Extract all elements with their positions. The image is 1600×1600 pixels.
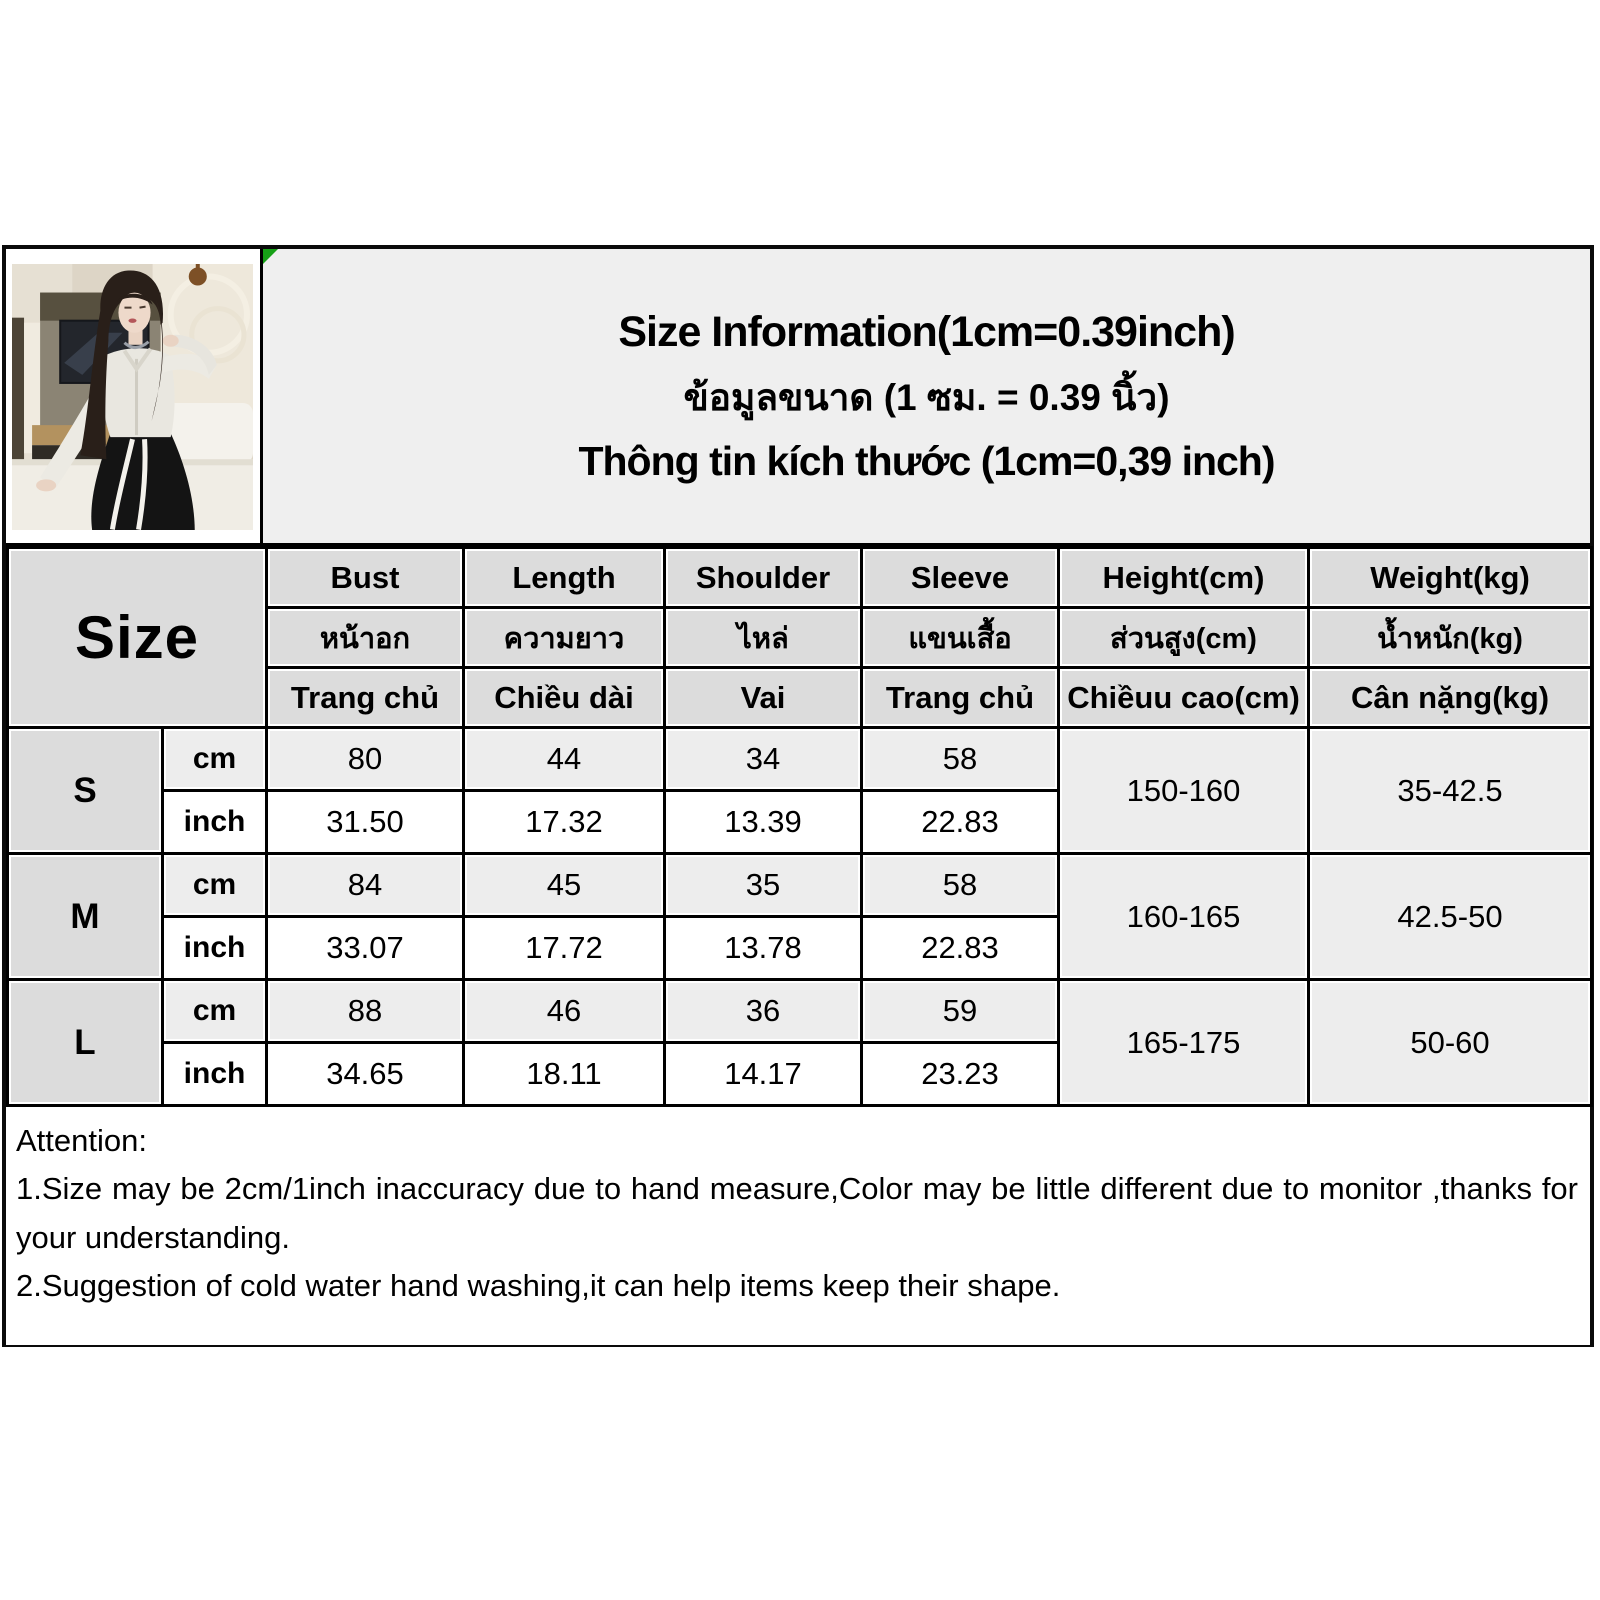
col-height-vi: Chiềuu cao(cm): [1057, 666, 1310, 729]
col-sleeve-en: Sleeve: [860, 546, 1060, 609]
col-sleeve-th: แขนเสื้อ: [860, 606, 1060, 669]
col-sleeve-vi: Trang chủ: [860, 666, 1060, 729]
col-shoulder-en: Shoulder: [663, 546, 863, 609]
col-height-th: ส่วนสูง(cm): [1057, 606, 1310, 669]
cell-m-sleeve-cm: 58: [860, 852, 1060, 918]
cell-m-bust-cm: 84: [265, 852, 465, 918]
excel-corner-marker-icon: [263, 249, 278, 264]
attention-line-1: 1.Size may be 2cm/1inch inaccuracy due t…: [16, 1171, 1578, 1255]
cell-m-length-inch: 17.72: [462, 915, 666, 981]
cell-l-bust-cm: 88: [265, 978, 465, 1044]
cell-l-shoulder-inch: 14.17: [663, 1041, 863, 1107]
cell-l-shoulder-cm: 36: [663, 978, 863, 1044]
title-vi: Thông tin kích thước (1cm=0,39 inch): [578, 437, 1275, 484]
model-figure: [36, 270, 217, 530]
cell-s-sleeve-inch: 22.83: [860, 789, 1060, 855]
title-th: ข้อมูลขนาด (1 ซม. = 0.39 นิ้ว): [683, 376, 1170, 418]
col-weight-vi: Cân nặng(kg): [1307, 666, 1593, 729]
row-label-m: M: [6, 852, 164, 981]
cell-s-sleeve-cm: 58: [860, 726, 1060, 792]
attention-line-2: 2.Suggestion of cold water hand washing,…: [16, 1268, 1061, 1304]
unit-cm: cm: [161, 978, 268, 1044]
attention-heading: Attention:: [16, 1123, 147, 1158]
cell-l-weight: 50-60: [1307, 978, 1593, 1107]
col-weight-en: Weight(kg): [1307, 546, 1593, 609]
cell-m-bust-inch: 33.07: [265, 915, 465, 981]
cell-m-shoulder-cm: 35: [663, 852, 863, 918]
cell-m-weight: 42.5-50: [1307, 852, 1593, 981]
col-bust-en: Bust: [265, 546, 465, 609]
cell-l-sleeve-cm: 59: [860, 978, 1060, 1044]
cell-l-length-cm: 46: [462, 978, 666, 1044]
row-label-l: L: [6, 978, 164, 1107]
title-cell: Size Information(1cm=0.39inch) ข้อมูลขนา…: [263, 249, 1590, 543]
col-bust-th: หน้าอก: [265, 606, 465, 669]
cell-l-length-inch: 18.11: [462, 1041, 666, 1107]
unit-inch: inch: [161, 1041, 268, 1107]
col-length-vi: Chiều dài: [462, 666, 666, 729]
top-band: Size Information(1cm=0.39inch) ข้อมูลขนา…: [6, 249, 1590, 546]
cell-s-length-cm: 44: [462, 726, 666, 792]
cell-m-length-cm: 45: [462, 852, 666, 918]
cell-m-shoulder-inch: 13.78: [663, 915, 863, 981]
col-bust-vi: Trang chủ: [265, 666, 465, 729]
cell-s-weight: 35-42.5: [1307, 726, 1593, 855]
unit-inch: inch: [161, 915, 268, 981]
col-weight-th: น้ำหนัก(kg): [1307, 606, 1593, 669]
cell-s-height: 150-160: [1057, 726, 1310, 855]
cell-l-bust-inch: 34.65: [265, 1041, 465, 1107]
col-height-en: Height(cm): [1057, 546, 1310, 609]
col-length-en: Length: [462, 546, 666, 609]
cell-l-sleeve-inch: 23.23: [860, 1041, 1060, 1107]
unit-inch: inch: [161, 789, 268, 855]
cell-s-bust-inch: 31.50: [265, 789, 465, 855]
size-chart-sheet: Size Information(1cm=0.39inch) ข้อมูลขนา…: [2, 245, 1594, 1347]
unit-cm: cm: [161, 726, 268, 792]
size-table: Size Bust Length Shoulder Sleeve Height(…: [6, 546, 1593, 1107]
size-header-cell: Size: [6, 546, 268, 729]
row-label-s: S: [6, 726, 164, 855]
product-photo: [12, 264, 253, 530]
col-length-th: ความยาว: [462, 606, 666, 669]
cell-l-height: 165-175: [1057, 978, 1310, 1107]
cell-s-shoulder-inch: 13.39: [663, 789, 863, 855]
title-en: Size Information(1cm=0.39inch): [618, 307, 1235, 356]
cell-m-sleeve-inch: 22.83: [860, 915, 1060, 981]
cell-m-height: 160-165: [1057, 852, 1310, 981]
attention-section: Attention: 1.Size may be 2cm/1inch inacc…: [6, 1107, 1590, 1345]
product-photo-cell: [6, 249, 263, 543]
cell-s-length-inch: 17.32: [462, 789, 666, 855]
col-shoulder-vi: Vai: [663, 666, 863, 729]
unit-cm: cm: [161, 852, 268, 918]
col-shoulder-th: ไหล่: [663, 606, 863, 669]
cell-s-shoulder-cm: 34: [663, 726, 863, 792]
cell-s-bust-cm: 80: [265, 726, 465, 792]
